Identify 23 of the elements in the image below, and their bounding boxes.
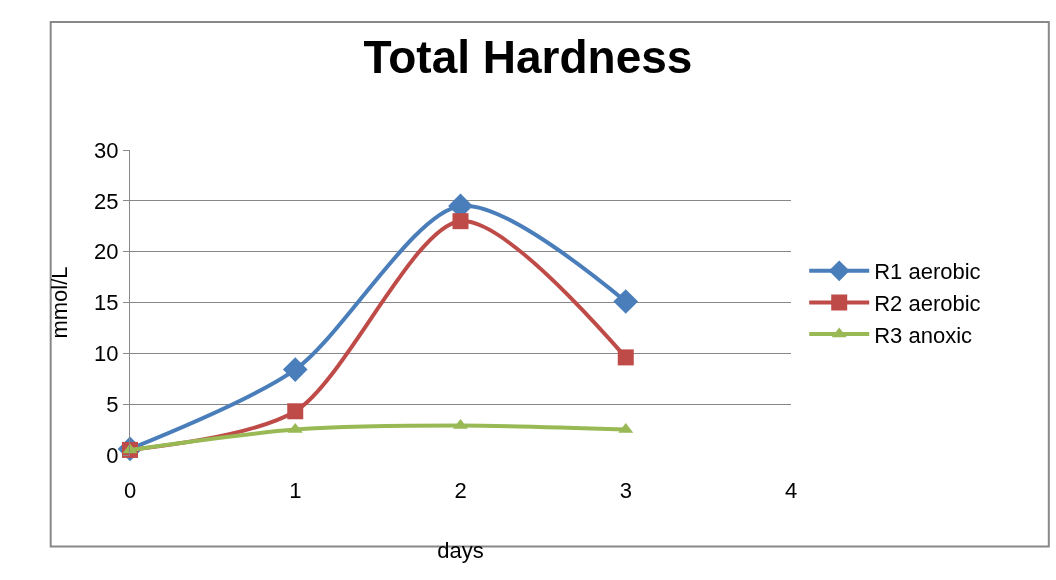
- y-tick-label: 25: [94, 188, 119, 214]
- point: [452, 213, 469, 230]
- x-tick-label: 1: [289, 478, 302, 503]
- y-tick-label: 20: [94, 239, 119, 265]
- y-axis-title: mmol/L: [46, 266, 72, 339]
- point: [287, 403, 304, 420]
- x-tick-label: 2: [454, 478, 467, 503]
- legend-label: R3 anoxic: [874, 322, 973, 348]
- y-tick-label: 0: [106, 442, 119, 468]
- point: [282, 357, 308, 382]
- legend-label: R2 aerobic: [874, 290, 981, 316]
- y-tick-label: 5: [106, 391, 119, 417]
- x-tick-label: 4: [784, 478, 798, 503]
- point: [617, 349, 634, 366]
- y-tick-label: 30: [94, 137, 119, 163]
- x-tick-label: 3: [619, 478, 632, 503]
- x-tick-label: 0: [123, 478, 137, 503]
- y-tick-label: 15: [94, 290, 119, 316]
- chart-title: Total Hardness: [363, 30, 693, 83]
- point: [613, 289, 639, 314]
- x-axis-title: days: [437, 537, 484, 563]
- legend-label: R1 aerobic: [874, 259, 981, 285]
- y-tick-label: 10: [94, 341, 119, 367]
